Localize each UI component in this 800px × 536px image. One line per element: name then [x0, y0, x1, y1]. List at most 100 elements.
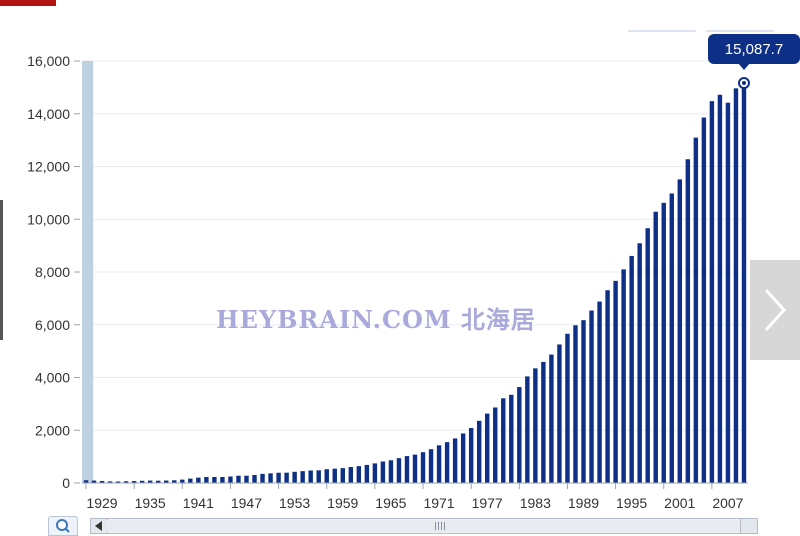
bar[interactable]: [316, 470, 321, 483]
bar[interactable]: [525, 376, 530, 483]
bar[interactable]: [741, 85, 747, 483]
bar[interactable]: [468, 427, 474, 483]
bar[interactable]: [645, 228, 650, 483]
bar[interactable]: [107, 481, 113, 483]
bar[interactable]: [733, 88, 739, 484]
bar[interactable]: [115, 481, 121, 483]
bar[interactable]: [485, 413, 490, 483]
bar[interactable]: [324, 469, 329, 483]
bar[interactable]: [613, 280, 618, 483]
bar[interactable]: [452, 438, 458, 483]
bar[interactable]: [91, 480, 97, 483]
next-chart-button[interactable]: [750, 260, 800, 360]
bar[interactable]: [573, 325, 578, 483]
bar[interactable]: [621, 269, 626, 483]
bar[interactable]: [549, 354, 554, 483]
bar[interactable]: [188, 478, 193, 483]
bar[interactable]: [276, 472, 281, 483]
arrow-left-icon: [95, 521, 102, 531]
bar[interactable]: [340, 468, 345, 483]
bar[interactable]: [581, 320, 586, 483]
bar[interactable]: [541, 361, 546, 483]
bar[interactable]: [300, 471, 305, 483]
bar[interactable]: [364, 464, 370, 483]
bar[interactable]: [412, 454, 418, 483]
bar[interactable]: [204, 477, 209, 483]
bar[interactable]: [308, 470, 313, 483]
bar[interactable]: [653, 211, 658, 483]
scroll-thumb[interactable]: [107, 520, 741, 532]
bar[interactable]: [517, 387, 522, 483]
bar[interactable]: [99, 480, 105, 483]
bar[interactable]: [260, 473, 265, 483]
bar[interactable]: [693, 137, 699, 483]
bar[interactable]: [164, 480, 169, 483]
bar[interactable]: [709, 101, 715, 483]
bar[interactable]: [228, 476, 233, 483]
bar[interactable]: [501, 398, 506, 483]
bar[interactable]: [589, 310, 594, 483]
bar[interactable]: [637, 243, 642, 483]
bar[interactable]: [533, 368, 538, 483]
bar[interactable]: [725, 102, 731, 483]
x-axis-ticks: 1929 1935 1941 1947 1953 1959 1965 1971 1977 1983…: [85, 483, 744, 511]
bar[interactable]: [212, 476, 217, 483]
bar[interactable]: [236, 475, 241, 483]
bar[interactable]: [131, 481, 137, 483]
selected-point-dot: [741, 81, 746, 86]
bar[interactable]: [565, 333, 570, 483]
scroll-left-button[interactable]: [91, 519, 108, 533]
bar[interactable]: [661, 202, 666, 483]
bar[interactable]: [629, 255, 634, 483]
x-tick-label: 1983: [520, 495, 551, 511]
bar[interactable]: [180, 479, 185, 483]
bar[interactable]: [268, 473, 273, 483]
bar[interactable]: [172, 480, 177, 483]
bar[interactable]: [292, 471, 297, 483]
bar[interactable]: [557, 344, 562, 483]
bar[interactable]: [396, 458, 402, 483]
zoom-button[interactable]: [48, 516, 78, 536]
bar[interactable]: [436, 445, 442, 483]
bar[interactable]: [597, 301, 602, 483]
bar[interactable]: [460, 433, 466, 483]
y-tick-label: 10,000: [27, 211, 70, 227]
scroll-right-button[interactable]: [740, 519, 757, 533]
bar[interactable]: [380, 461, 386, 483]
bar[interactable]: [220, 477, 225, 483]
bar[interactable]: [717, 94, 723, 483]
bar[interactable]: [677, 179, 683, 483]
x-tick-label: 1935: [135, 495, 166, 511]
bar[interactable]: [372, 463, 378, 483]
bar[interactable]: [332, 468, 337, 483]
bar[interactable]: [493, 407, 498, 483]
bar[interactable]: [244, 475, 249, 483]
bar[interactable]: [123, 481, 129, 483]
bar[interactable]: [196, 477, 201, 483]
bar[interactable]: [404, 456, 410, 483]
bar[interactable]: [509, 394, 514, 483]
bar[interactable]: [147, 480, 153, 483]
bar[interactable]: [669, 193, 674, 483]
bar[interactable]: [252, 475, 257, 483]
bar[interactable]: [685, 159, 691, 483]
bar[interactable]: [420, 452, 426, 483]
top-tab-indicator: [628, 22, 696, 32]
bar[interactable]: [348, 467, 354, 483]
y-tick-label: 16,000: [27, 53, 70, 69]
tooltip-pointer: [738, 63, 750, 70]
y-axis-ticks: 0 2,000 4,000 6,000 8,000 10,000 12,000 14,000 1…: [27, 53, 80, 491]
bar[interactable]: [605, 290, 610, 483]
bar[interactable]: [356, 466, 362, 483]
bar[interactable]: [476, 420, 482, 483]
x-tick-label: 1977: [472, 495, 503, 511]
bar[interactable]: [156, 480, 161, 483]
bar[interactable]: [284, 472, 289, 483]
bar[interactable]: [388, 460, 394, 483]
bar[interactable]: [701, 117, 707, 483]
bar[interactable]: [444, 442, 450, 483]
bar[interactable]: [83, 480, 89, 483]
bar[interactable]: [139, 480, 145, 483]
bar[interactable]: [428, 449, 434, 483]
horizontal-scrollbar[interactable]: [90, 518, 758, 534]
